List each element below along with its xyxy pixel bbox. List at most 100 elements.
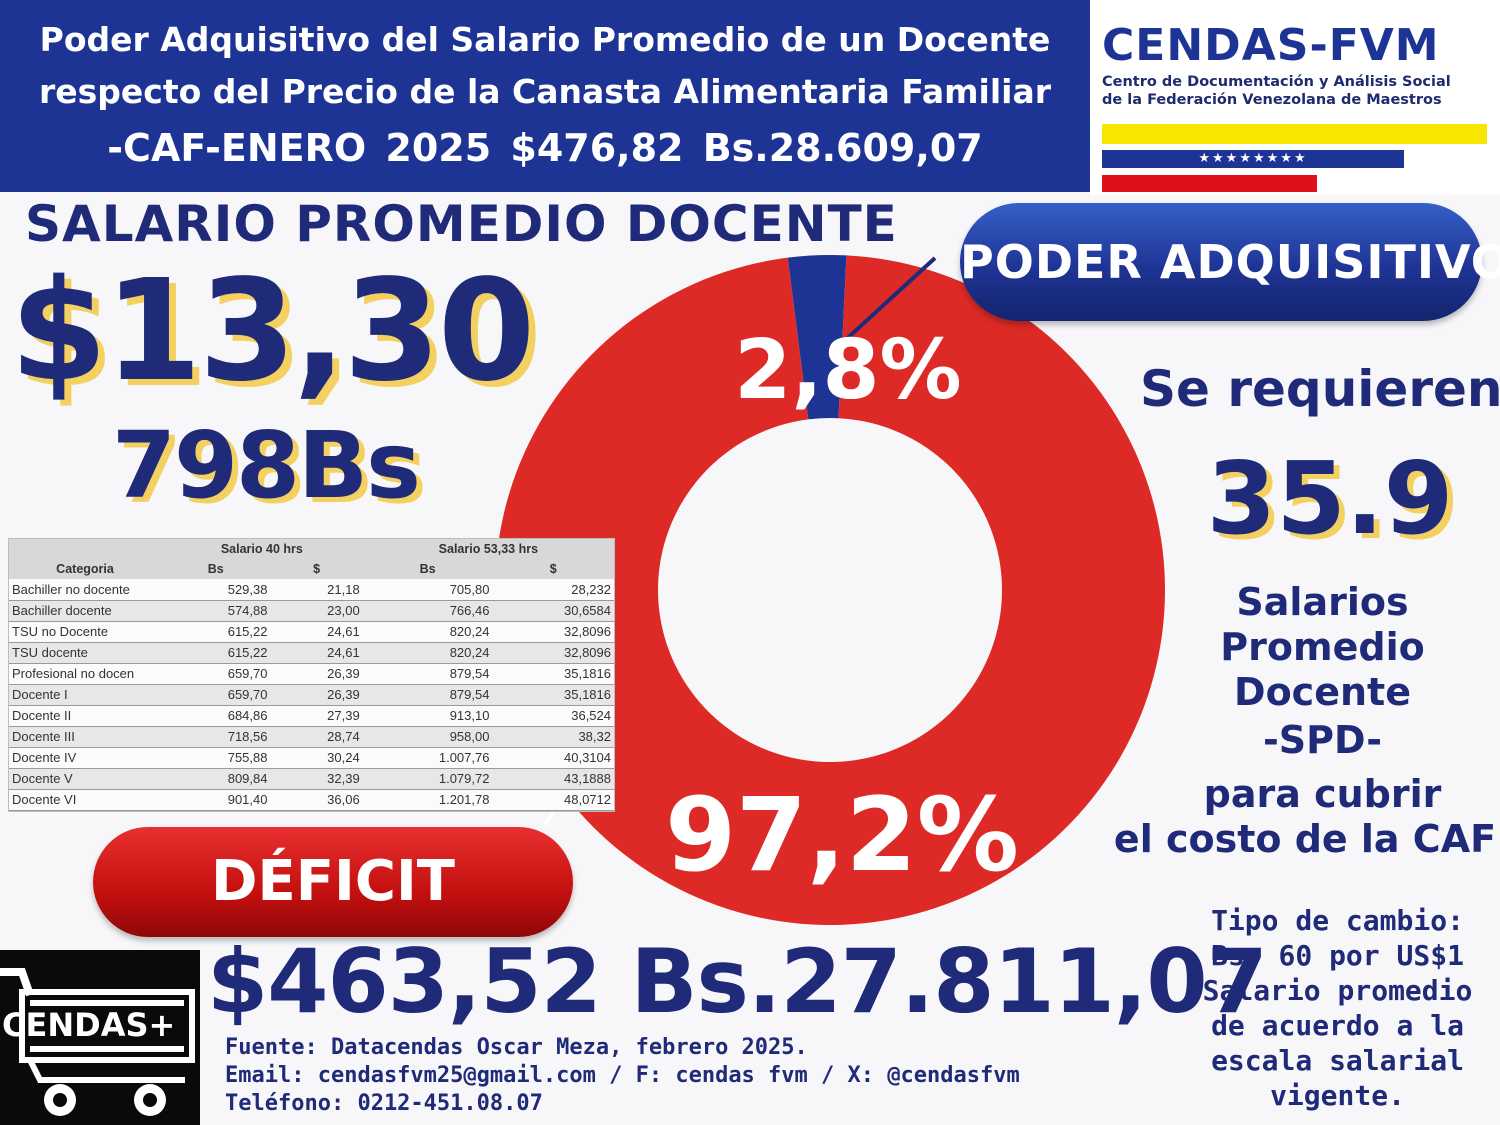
table-cell-value: 659,70 — [161, 663, 271, 685]
cendas-fvm-logo: CENDAS-FVM Centro de Documentación y Aná… — [1090, 0, 1500, 195]
table-column-header: Bs — [161, 559, 271, 579]
table-cell-value: 1.201,78 — [362, 789, 493, 811]
table-cell-value: 24,61 — [270, 642, 363, 664]
table-cell-value: 901,40 — [161, 789, 271, 811]
deficit-label: DÉFICIT — [93, 827, 573, 937]
table-cell-value: 659,70 — [161, 684, 271, 706]
poder-leader-line — [838, 256, 937, 347]
table-cell-value: 24,61 — [270, 621, 363, 643]
requirement-number: 35.9 — [1206, 440, 1454, 557]
poder-adquisitivo-label: PODER ADQUISITIVO — [960, 203, 1500, 321]
flag-stripe-yellow — [1102, 124, 1487, 144]
table-cell-value: 820,24 — [362, 642, 493, 664]
requirement-desc-6: el costo de la CAF — [1113, 817, 1497, 861]
table-cell-value: 32,8096 — [492, 642, 614, 664]
table-cell-value: 21,18 — [270, 579, 363, 601]
table-cell-category: Docente III — [9, 726, 161, 748]
table-group-header-53: Salario 53,33 hrs — [362, 539, 614, 559]
purchasing-power-donut-chart: 2,8% 97,2% — [495, 255, 1165, 925]
table-cell-value: 28,74 — [270, 726, 363, 748]
flag-stripe-red — [1102, 175, 1317, 192]
table-row: Bachiller no docente 529,38 21,18 705,80 28,… — [9, 579, 614, 601]
table-row: Docente V 809,84 32,39 1.079,72 43,1888 — [9, 768, 614, 790]
table-cell-value: 684,86 — [161, 705, 271, 727]
table-cell-category: Docente VI — [9, 789, 161, 811]
table-cell-value: 718,56 — [161, 726, 271, 748]
table-cell-value: 913,10 — [362, 705, 493, 727]
header-line-3: -CAF-ENERO 2025 $476,82 Bs.28.609,07 — [107, 126, 983, 170]
table-cell-value: 43,1888 — [492, 768, 614, 790]
table-row: TSU docente 615,22 24,61 820,24 32,8096 — [9, 642, 614, 664]
salary-bs: 798Bs — [112, 412, 421, 519]
shopping-cart-icon — [0, 968, 195, 1116]
logo-title: CENDAS-FVM — [1102, 20, 1440, 71]
table-cell-category: Bachiller docente — [9, 600, 161, 622]
requirement-desc-4: -SPD- — [1262, 718, 1382, 762]
table-cell-value: 40,3104 — [492, 747, 614, 769]
table-cell-value: 48,0712 — [492, 789, 614, 811]
table-cell-value: 23,00 — [270, 600, 363, 622]
logo-subtitle-1: Centro de Documentación y Análisis Socia… — [1102, 74, 1451, 90]
rate-line-1: Tipo de cambio: — [1211, 904, 1464, 937]
table-cell-value: 35,1816 — [492, 663, 614, 685]
rate-line-6: vigente. — [1270, 1079, 1405, 1112]
requirement-desc-3: Docente — [1234, 670, 1411, 714]
slice-label-poder: 2,8% — [734, 323, 961, 418]
donut-slice-poder — [787, 255, 847, 420]
table-cell-value: 879,54 — [362, 663, 493, 685]
table-cell-value: 27,39 — [270, 705, 363, 727]
table-cell-value: 28,232 — [492, 579, 614, 601]
cendas-plus-logo: CENDAS+ — [0, 950, 200, 1125]
table-cell-value: 529,38 — [161, 579, 271, 601]
table-cell-value: 574,88 — [161, 600, 271, 622]
requirement-desc-5: para cubrir — [1203, 772, 1442, 816]
table-cell-category: Docente I — [9, 684, 161, 706]
rate-line-2: Bs. 60 por US$1 — [1211, 939, 1464, 972]
table-cell-value: 766,46 — [362, 600, 493, 622]
table-group-header-blank — [9, 539, 161, 559]
table-cell-value: 36,524 — [492, 705, 614, 727]
footer-source: Fuente: Datacendas Oscar Meza, febrero 2… — [225, 1035, 808, 1060]
table-cell-value: 30,24 — [270, 747, 363, 769]
table-cell-value: 36,06 — [270, 789, 363, 811]
requirement-desc-1: Salarios — [1236, 580, 1409, 624]
footer-phone: Teléfono: 0212-451.08.07 — [225, 1091, 543, 1116]
table-group-header-row: Salario 40 hrs Salario 53,33 hrs — [9, 539, 614, 559]
table-row: Bachiller docente 574,88 23,00 766,46 30,658… — [9, 600, 614, 622]
table-row: Docente I 659,70 26,39 879,54 35,1816 — [9, 684, 614, 706]
deficit-values: $463,52 Bs.27.811,07 — [207, 930, 1268, 1033]
table-column-header: Categoria — [9, 559, 161, 579]
table-cell-value: 1.079,72 — [362, 768, 493, 790]
header-banner: Poder Adquisitivo del Salario Promedio d… — [0, 0, 1090, 192]
table-cell-value: 30,6584 — [492, 600, 614, 622]
rate-line-5: escala salarial — [1211, 1044, 1464, 1077]
donut-slice-deficit — [495, 255, 1165, 925]
salary-usd: $13,30 — [10, 250, 535, 413]
header-line-2: respecto del Precio de la Canasta Alimen… — [38, 72, 1051, 111]
table-cell-value: 26,39 — [270, 684, 363, 706]
table-cell-value: 38,32 — [492, 726, 614, 748]
table-cell-category: Docente V — [9, 768, 161, 790]
table-row: Docente II 684,86 27,39 913,10 36,524 — [9, 705, 614, 727]
table-cell-category: Profesional no docen — [9, 663, 161, 685]
table-cell-value: 615,22 — [161, 621, 271, 643]
table-column-header: $ — [270, 559, 363, 579]
table-cell-value: 705,80 — [362, 579, 493, 601]
header-line-1: Poder Adquisitivo del Salario Promedio d… — [39, 20, 1051, 59]
table-row: TSU no Docente 615,22 24,61 820,24 32,8096 — [9, 621, 614, 643]
requirement-label: Se requieren — [1140, 360, 1500, 418]
table-cell-category: TSU no Docente — [9, 621, 161, 643]
table-row: Docente III 718,56 28,74 958,00 38,32 — [9, 726, 614, 748]
table-row: Profesional no docen 659,70 26,39 879,54 35,… — [9, 663, 614, 685]
table-cell-value: 615,22 — [161, 642, 271, 664]
salary-title: SALARIO PROMEDIO DOCENTE — [25, 195, 898, 253]
table-cell-value: 32,39 — [270, 768, 363, 790]
table-column-header: $ — [492, 559, 614, 579]
requirement-desc-2: Promedio — [1220, 625, 1425, 669]
table-cell-value: 809,84 — [161, 768, 271, 790]
table-cell-category: TSU docente — [9, 642, 161, 664]
table-row: Docente VI 901,40 36,06 1.201,78 48,0712 — [9, 789, 614, 811]
rate-line-4: de acuerdo a la — [1211, 1009, 1464, 1042]
salary-scale-table: Salario 40 hrs Salario 53,33 hrs Categor… — [8, 538, 615, 812]
table-group-header-40: Salario 40 hrs — [161, 539, 363, 559]
